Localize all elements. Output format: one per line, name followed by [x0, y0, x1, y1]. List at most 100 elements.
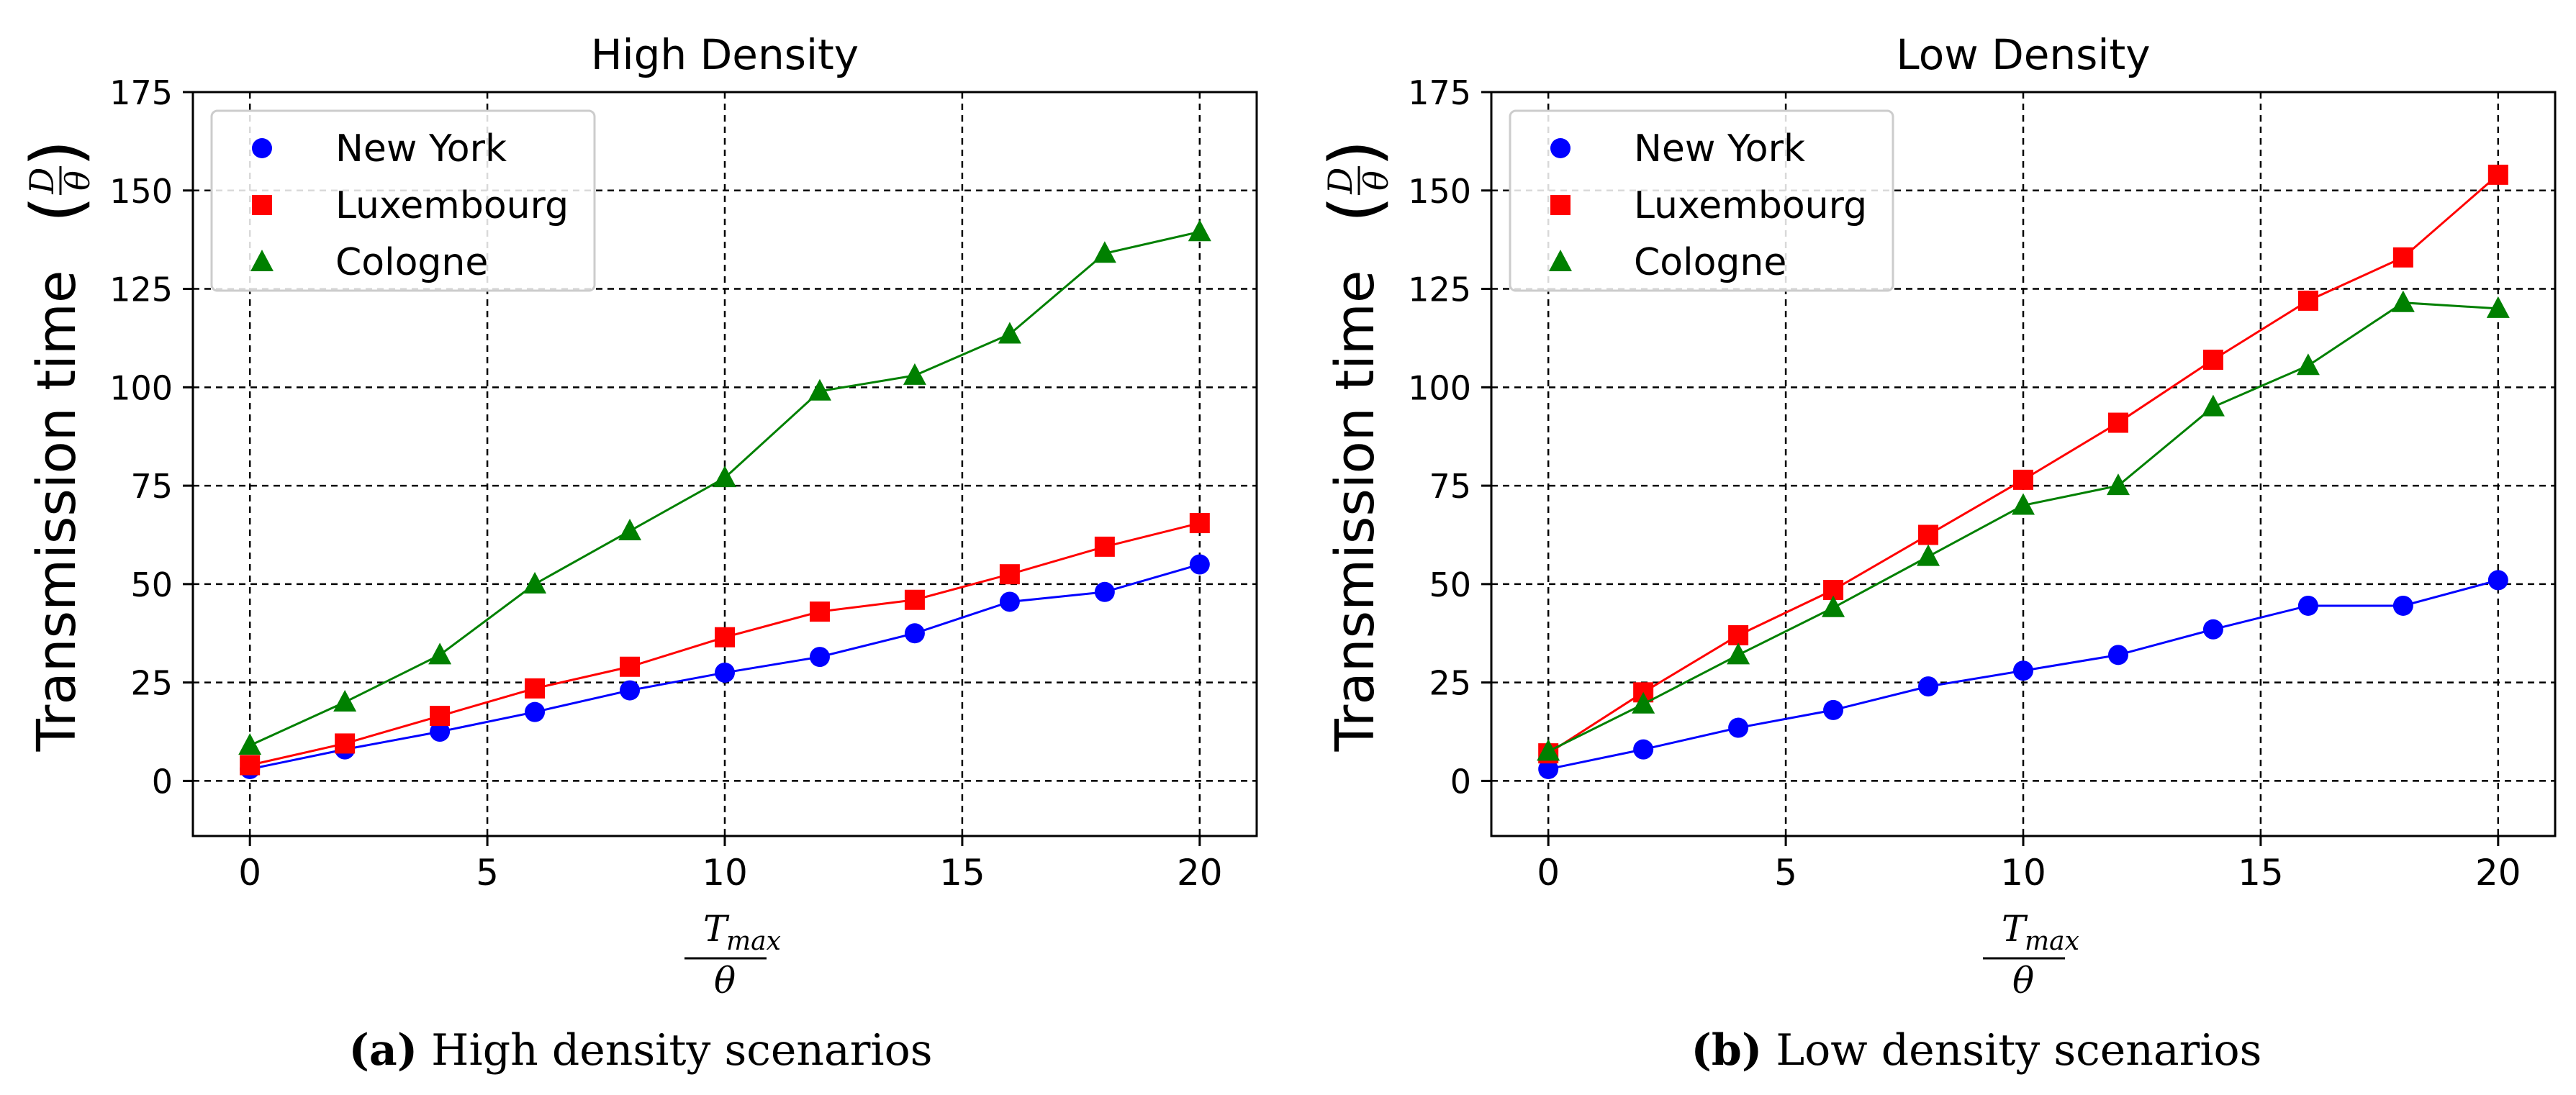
data-point-new-york — [904, 623, 925, 644]
data-point-new-york — [1728, 717, 1749, 738]
data-point-cologne — [333, 689, 357, 712]
data-point-luxembourg — [904, 589, 925, 610]
data-point-luxembourg — [1094, 536, 1115, 557]
data-point-cologne — [998, 322, 1021, 344]
data-point-new-york — [525, 701, 546, 722]
x-tick-label: 0 — [1537, 852, 1560, 894]
y-tick-label: 175 — [109, 73, 173, 112]
data-point-cologne — [808, 378, 831, 401]
data-point-cologne — [2106, 473, 2130, 496]
data-point-luxembourg — [2013, 469, 2033, 490]
data-point-luxembourg — [430, 706, 451, 727]
x-tick-label: 5 — [476, 852, 499, 894]
y-tick-label: 75 — [130, 467, 173, 506]
legend-label-cologne: Cologne — [335, 241, 488, 284]
legend-box — [1509, 109, 1894, 292]
x-tick-label: 20 — [2475, 852, 2521, 894]
data-point-cologne — [523, 571, 547, 594]
y-tick-label: 0 — [152, 762, 173, 801]
y-tick-label: 150 — [109, 172, 173, 211]
data-point-luxembourg — [2392, 247, 2413, 268]
data-point-luxembourg — [335, 733, 356, 754]
series-cologne — [1537, 290, 2510, 761]
data-point-cologne — [2391, 290, 2415, 312]
data-point-new-york — [2297, 595, 2318, 616]
data-point-luxembourg — [2487, 164, 2508, 185]
data-point-luxembourg — [1189, 513, 1210, 534]
y-tick-label: 25 — [1429, 664, 1471, 703]
data-point-cologne — [1093, 241, 1116, 263]
legend-box — [210, 109, 596, 292]
data-point-cologne — [2201, 394, 2225, 417]
data-point-new-york — [1918, 676, 1939, 697]
y-axis-label-denominator: θ — [58, 171, 97, 191]
data-point-luxembourg — [240, 755, 261, 776]
legend-marker-new-york — [1550, 138, 1571, 158]
x-axis-label-denominator: θ — [714, 960, 736, 1001]
data-point-luxembourg — [1918, 524, 1939, 545]
legend-marker-cologne — [1549, 250, 1572, 271]
caption-description: High density scenarios — [417, 1025, 932, 1076]
legend-label-luxembourg: Luxembourg — [1634, 184, 1867, 227]
data-point-luxembourg — [2107, 412, 2128, 433]
legend-label-new-york: New York — [335, 127, 507, 171]
y-tick-label: 100 — [109, 368, 173, 407]
data-point-new-york — [1633, 739, 1654, 760]
data-point-luxembourg — [809, 601, 830, 622]
data-point-cologne — [1537, 739, 1560, 761]
y-tick-label: 100 — [1408, 368, 1471, 407]
data-point-cologne — [1822, 595, 1845, 617]
data-point-new-york — [2202, 619, 2223, 640]
x-tick-label: 0 — [238, 852, 261, 894]
caption-label: (b) — [1691, 1025, 1763, 1076]
y-tick-label: 125 — [109, 271, 173, 309]
data-point-new-york — [999, 591, 1020, 612]
data-point-luxembourg — [2297, 290, 2318, 311]
data-point-new-york — [430, 722, 451, 742]
data-point-cologne — [238, 733, 262, 755]
data-point-luxembourg — [525, 678, 546, 699]
x-tick-label: 10 — [702, 852, 748, 894]
legend: New York Luxembourg Cologne — [1509, 109, 1894, 292]
x-axis-label-denominator: θ — [2012, 960, 2034, 1001]
y-tick-label: 175 — [1408, 73, 1471, 112]
data-point-new-york — [1823, 699, 1844, 720]
y-axis-label-denominator: θ — [1357, 171, 1396, 191]
y-tick-label: 150 — [1408, 172, 1471, 211]
data-point-cologne — [1188, 219, 1211, 242]
data-point-cologne — [618, 519, 642, 541]
data-point-new-york — [715, 662, 735, 683]
caption-label: (a) — [348, 1025, 417, 1076]
data-point-new-york — [1189, 554, 1210, 575]
y-tick-label: 125 — [1408, 271, 1471, 309]
data-point-new-york — [2487, 570, 2508, 591]
data-point-luxembourg — [1728, 624, 1749, 645]
x-axis-label-main: T — [703, 908, 730, 950]
data-point-luxembourg — [999, 564, 1020, 585]
chart-title: Low Density — [1896, 30, 2150, 79]
legend-label-luxembourg: Luxembourg — [335, 184, 569, 227]
y-tick-label: 75 — [1429, 467, 1471, 506]
data-point-new-york — [809, 647, 830, 668]
y-axis-label-paren-close: ) — [17, 140, 97, 166]
y-axis-label-numerator: D — [22, 168, 61, 195]
caption-text: (b) Low density scenarios — [1691, 1025, 2262, 1076]
data-point-cologne — [1727, 642, 1750, 665]
data-point-cologne — [1917, 544, 1940, 566]
data-point-new-york — [2013, 660, 2033, 681]
y-axis-label-text: Transmission time — [1324, 271, 1386, 753]
series-luxembourg — [1538, 164, 2508, 764]
data-point-cologne — [1632, 691, 1655, 714]
legend: New York Luxembourg Cologne — [210, 109, 596, 292]
x-tick-label: 20 — [1177, 852, 1223, 894]
y-axis-label-numerator: D — [1321, 168, 1360, 195]
data-point-new-york — [2107, 645, 2128, 665]
x-axis-label-subscript: max — [2025, 927, 2079, 956]
data-point-cologne — [428, 642, 452, 665]
data-point-cologne — [713, 465, 736, 488]
figure-caption: (a) High density scenarios — [348, 1025, 932, 1076]
data-point-cologne — [2486, 296, 2510, 318]
